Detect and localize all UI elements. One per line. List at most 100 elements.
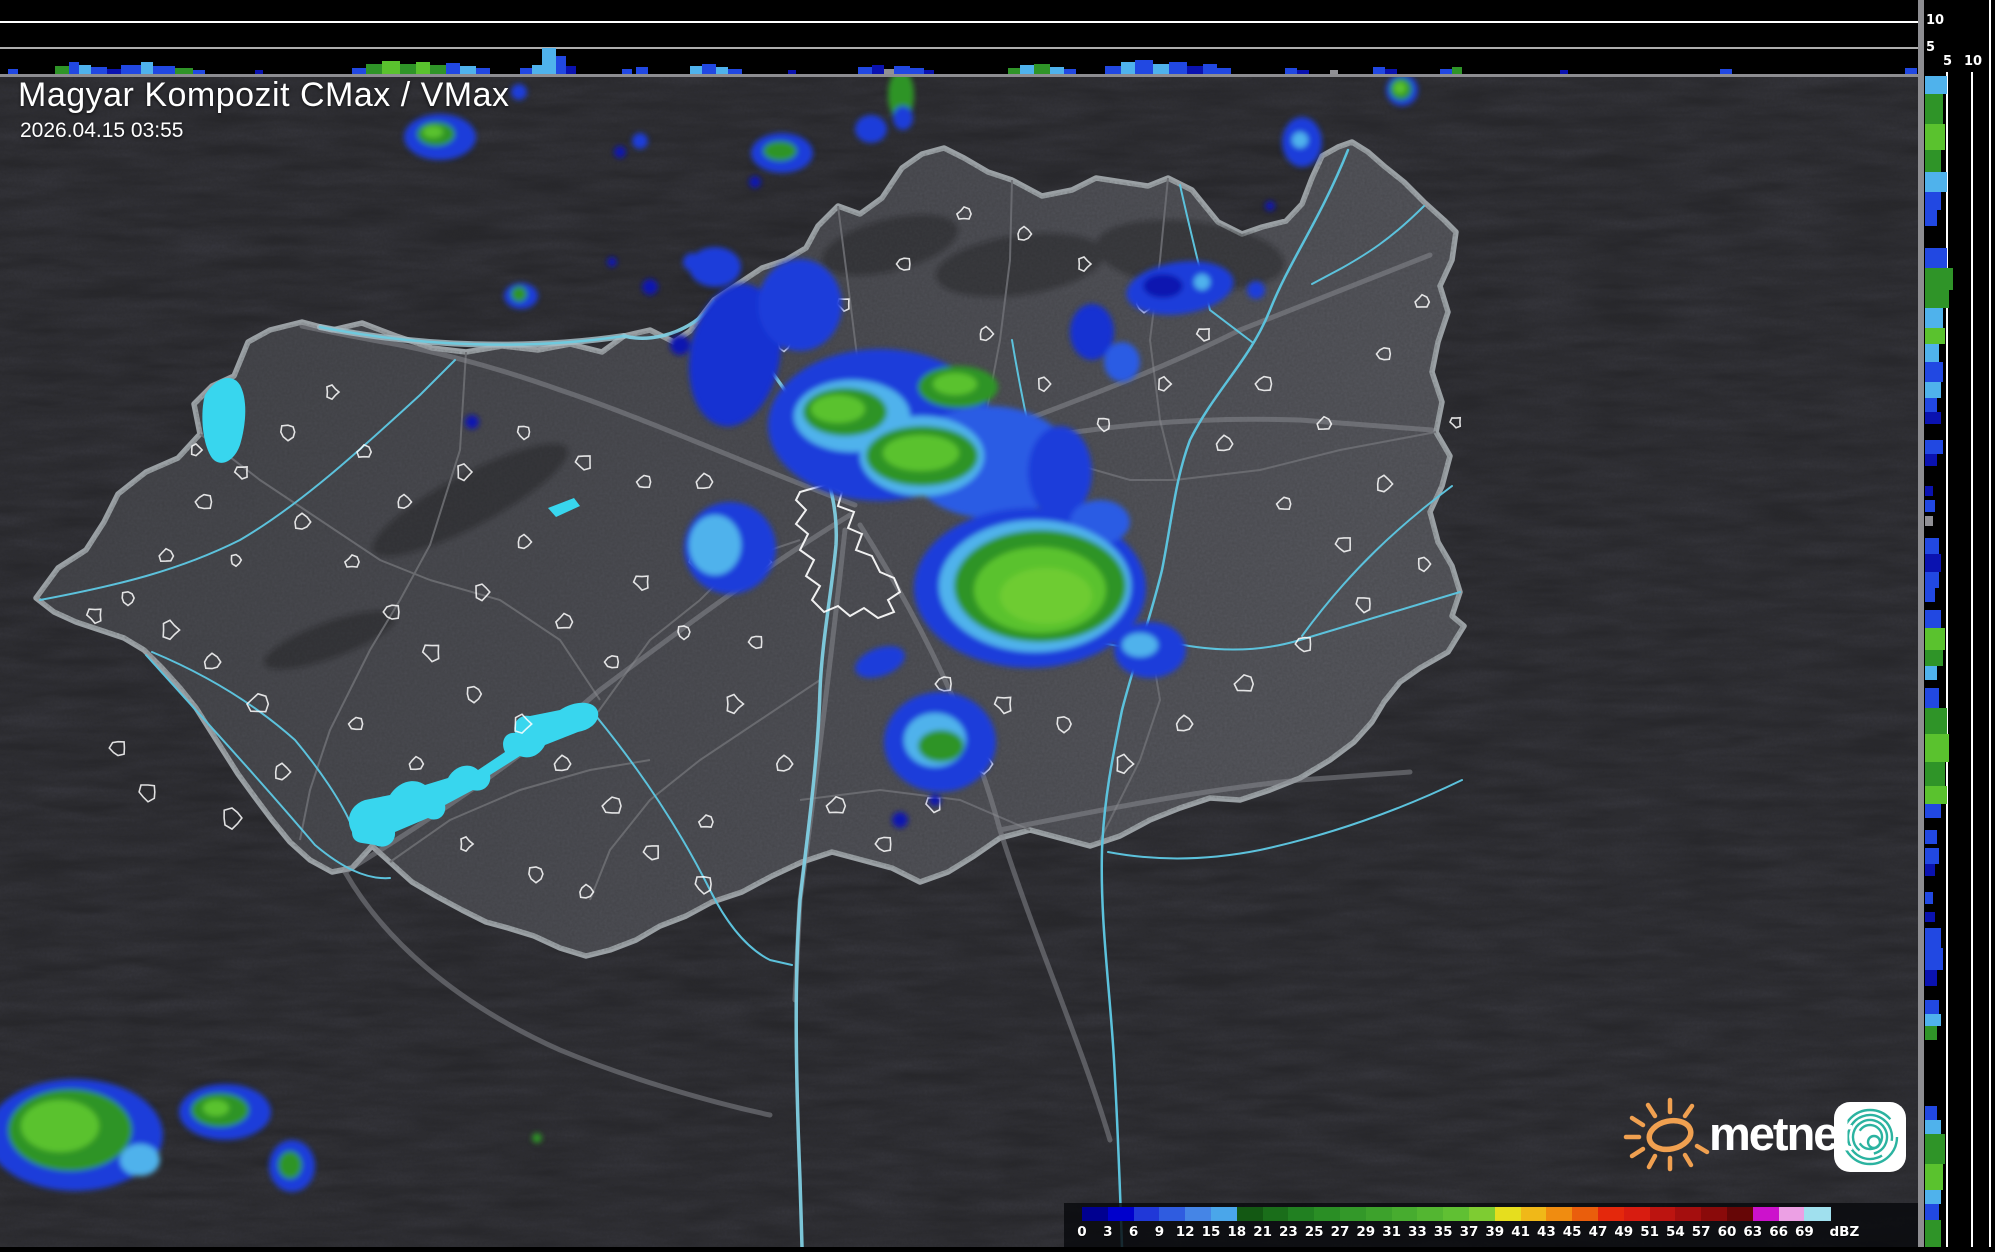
river-bodrog: [1311, 205, 1425, 285]
settlement-outlines: [85, 205, 1462, 899]
logo-text: metnet: [1709, 1107, 1853, 1160]
timestamp: 2026.04.15 03:55: [20, 119, 184, 142]
echo-cluster-central: [642, 247, 1140, 594]
river-koros: [1137, 591, 1461, 653]
legend-segment: [1107, 1207, 1135, 1221]
legend-tick: 47: [1588, 1224, 1608, 1240]
legend-tick: 15: [1201, 1224, 1221, 1240]
river-maros: [1107, 779, 1463, 860]
legend-segment: [1778, 1207, 1805, 1221]
lakes: [202, 377, 599, 847]
echo-cluster-south: [855, 646, 996, 828]
radar-map-svg: [0, 77, 1918, 1247]
metnet-logo[interactable]: metnet: [1612, 1088, 1942, 1183]
lake-ferto: [202, 377, 246, 463]
logo-graphics: [1623, 1097, 1906, 1172]
budapest-outline: [794, 482, 902, 620]
legend-tick: 27: [1330, 1224, 1350, 1240]
legend-segment: [1520, 1207, 1547, 1221]
river-koros-branch: [1301, 485, 1453, 637]
legend-segment: [1649, 1207, 1676, 1221]
legend-segment: [1211, 1207, 1238, 1221]
legend-tick: 41: [1511, 1224, 1530, 1240]
river-zala: [151, 651, 351, 823]
lake-velence: [548, 498, 580, 517]
legend-tick: 69: [1794, 1224, 1814, 1240]
legend-tick: 45: [1562, 1224, 1582, 1240]
legend-tick: 33: [1407, 1224, 1427, 1240]
dbz-color-legend: 0 3 6 9 12 15 18 21 23 25 27 29 31 33 35 37 39 41 43 45 47 49…: [1064, 1203, 1918, 1247]
legend-segment: [1417, 1207, 1444, 1221]
sun-icon: [1623, 1097, 1710, 1172]
legend-segment: [1469, 1207, 1496, 1221]
legend-segment: [1082, 1207, 1109, 1221]
legend-segment: [1675, 1207, 1702, 1221]
legend-segment: [1701, 1207, 1728, 1221]
strip-map-divider-horizontal: [0, 74, 1918, 78]
legend-segment: [1623, 1207, 1651, 1221]
legend-segment: [1365, 1207, 1393, 1221]
right-profile-echoes: [1925, 76, 1953, 1247]
lake-balaton: [348, 702, 599, 847]
right-height-profile-strip: 10 5 5 10: [1918, 0, 1995, 1247]
echo-cluster-southeast: [914, 500, 1186, 678]
legend-tick: 29: [1356, 1224, 1376, 1240]
metnet-app-icon: [1834, 1102, 1906, 1172]
legend-segment: [1340, 1207, 1367, 1221]
top-profile-plot: [0, 21, 1918, 74]
top-axis-5km-label: 5: [1926, 40, 1936, 55]
legend-segment: [1185, 1207, 1212, 1221]
top-axis-10km-label: 10: [1926, 13, 1945, 28]
legend-segment: [1314, 1207, 1341, 1221]
river-danube-border-line: [318, 325, 626, 346]
legend-segment: [1572, 1207, 1599, 1221]
radar-map-hungary: [0, 77, 1918, 1247]
legend-segment: [1391, 1207, 1418, 1221]
legend-tick: 66: [1769, 1224, 1788, 1240]
legend-unit-label: dBZ: [1829, 1224, 1860, 1240]
legend-tick: 63: [1743, 1224, 1763, 1240]
legend-tick: 39: [1485, 1224, 1505, 1240]
legend-tick: 35: [1433, 1224, 1453, 1240]
strip-map-divider-vertical: [1918, 0, 1924, 1247]
legend-segment: [1133, 1207, 1160, 1221]
legend-tick: 21: [1253, 1224, 1272, 1240]
legend-tick: 12: [1175, 1224, 1195, 1240]
legend-tick: 31: [1382, 1224, 1401, 1240]
legend-tick: 0: [1077, 1224, 1087, 1240]
legend-tick: 23: [1278, 1224, 1298, 1240]
legend-segment: [1752, 1207, 1780, 1221]
legend-tick: 51: [1640, 1224, 1659, 1240]
legend-tick: 60: [1717, 1224, 1737, 1240]
legend-tick: 18: [1227, 1224, 1247, 1240]
legend-segment: [1546, 1207, 1573, 1221]
echo-cluster-bottom-left: [0, 415, 542, 1192]
legend-segment: [1804, 1207, 1831, 1221]
right-axis-10km-label: 10: [1964, 54, 1983, 69]
top-height-profile-strip: [0, 0, 1918, 74]
echo-cluster-northeast: [1126, 261, 1265, 315]
river-drava: [145, 654, 391, 880]
top-profile-echoes: [8, 48, 1917, 74]
legend-segment: [1727, 1207, 1754, 1221]
echo-cells-east: [1265, 77, 1418, 211]
right-axis-5km-label: 5: [1943, 54, 1953, 69]
legend-segment: [1262, 1207, 1289, 1221]
echo-cells-north: [404, 77, 914, 309]
mountain-shading: [263, 214, 1285, 670]
legend-segment: [1443, 1207, 1470, 1221]
river-sio: [595, 715, 793, 966]
legend-tick: 49: [1614, 1224, 1634, 1240]
radar-echoes: [0, 77, 1418, 1192]
legend-tick: 6: [1128, 1224, 1139, 1240]
legend-tick: 43: [1536, 1224, 1556, 1240]
legend-tick: 54: [1665, 1224, 1685, 1240]
legend-segment: [1159, 1207, 1186, 1221]
legend-tick: 57: [1691, 1224, 1711, 1240]
legend-tick: 3: [1103, 1224, 1113, 1240]
legend-segment: [1598, 1207, 1625, 1221]
legend-segment: [1288, 1207, 1315, 1221]
legend-tick: 37: [1459, 1224, 1479, 1240]
legend-tick: 9: [1154, 1224, 1165, 1240]
right-profile-plot: [1925, 0, 1991, 1247]
